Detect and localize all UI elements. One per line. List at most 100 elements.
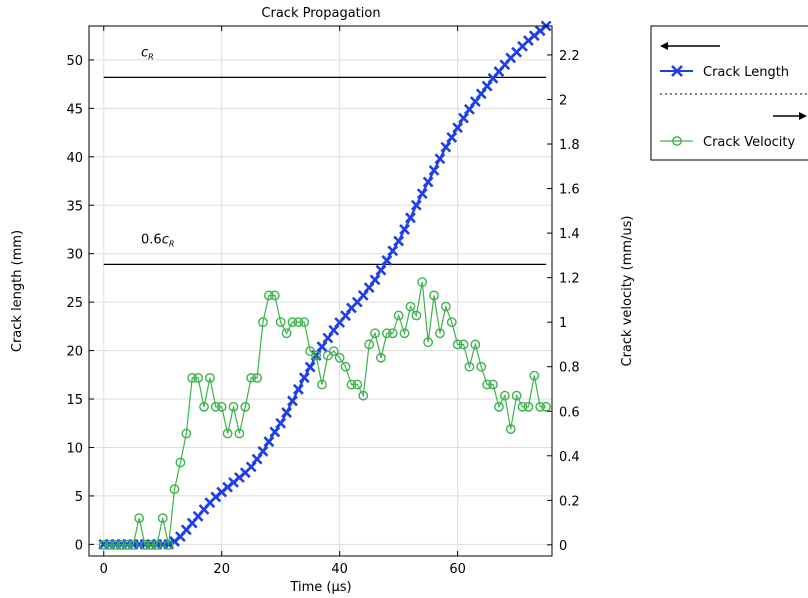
- data-point-circle-marker: [151, 539, 162, 550]
- data-point-circle-marker: [169, 484, 180, 495]
- left-axis-label: Crack length (mm): [10, 230, 25, 352]
- data-point-x-marker: [422, 176, 434, 188]
- legend-box: [650, 25, 808, 161]
- data-point-circle-marker: [240, 401, 251, 412]
- data-point-x-marker: [446, 132, 458, 143]
- crack-velocity-series: [98, 277, 552, 550]
- data-point-x-marker: [434, 153, 446, 165]
- data-point-circle-marker: [488, 379, 498, 390]
- data-point-circle-marker: [358, 390, 369, 401]
- data-point-x-marker: [469, 96, 481, 107]
- left-tick-label: 15: [66, 393, 83, 408]
- data-point-x-marker: [275, 417, 287, 429]
- right-tick-label: 0.2: [559, 494, 580, 509]
- x-axis-ticks: 0 20 40 60: [100, 26, 466, 577]
- legend-length-label: Crack Length: [703, 65, 789, 80]
- data-point-x-marker: [375, 264, 387, 276]
- left-tick-label: 5: [75, 490, 83, 505]
- data-point-circle-marker: [193, 372, 204, 383]
- data-point-circle-marker: [205, 372, 215, 383]
- data-point-circle-marker: [529, 370, 540, 381]
- data-point-circle-marker: [210, 401, 221, 412]
- data-point-circle-marker: [199, 401, 209, 412]
- data-point-x-marker: [458, 112, 469, 124]
- data-point-x-marker: [251, 453, 263, 465]
- x-tick-label: 40: [331, 562, 348, 577]
- data-point-circle-marker: [429, 290, 439, 301]
- data-point-circle-marker: [511, 390, 522, 401]
- legend: Crack Length Crack Velocity: [650, 25, 808, 161]
- data-point-x-marker: [387, 245, 399, 257]
- data-point-circle-marker: [299, 317, 310, 328]
- x-tick-label: 20: [213, 562, 230, 577]
- data-point-x-marker: [287, 395, 298, 407]
- data-point-x-marker: [428, 164, 440, 176]
- data-point-circle-marker: [405, 301, 416, 312]
- right-tick-label: 1.6: [559, 183, 580, 198]
- reference-line-label: cR: [141, 45, 154, 61]
- data-point-circle-marker: [317, 379, 327, 390]
- data-point-x-marker: [269, 426, 281, 438]
- right-tick-label: 0: [559, 539, 567, 554]
- data-point-x-marker: [263, 436, 275, 448]
- left-tick-label: 0: [75, 538, 83, 553]
- data-point-circle-marker: [505, 424, 516, 434]
- legend-velocity-marker: [672, 136, 682, 146]
- data-point-circle-marker: [140, 539, 150, 550]
- left-tick-label: 50: [66, 54, 83, 69]
- data-point-circle-marker: [134, 513, 145, 524]
- data-point-circle-marker: [494, 401, 504, 412]
- data-point-circle-marker: [146, 539, 156, 550]
- left-tick-label: 20: [66, 345, 83, 360]
- data-point-x-marker: [298, 372, 310, 384]
- left-tick-label: 40: [66, 151, 83, 166]
- data-point-circle-marker: [222, 428, 233, 439]
- right-tick-label: 0.4: [559, 450, 580, 465]
- x-tick-label: 60: [449, 562, 466, 577]
- data-point-circle-marker: [287, 317, 298, 328]
- left-tick-label: 45: [66, 102, 83, 117]
- data-point-circle-marker: [263, 290, 274, 301]
- data-point-x-marker: [481, 80, 493, 92]
- grid-lines: [89, 26, 552, 556]
- data-point-circle-marker: [364, 339, 375, 350]
- data-point-circle-marker: [541, 401, 552, 412]
- data-point-circle-marker: [246, 372, 257, 383]
- x-tick-label: 0: [100, 562, 108, 577]
- right-tick-label: 2: [559, 93, 567, 108]
- data-point-circle-marker: [346, 379, 357, 390]
- data-point-x-marker: [304, 361, 316, 373]
- data-point-circle-marker: [181, 428, 192, 439]
- data-point-circle-marker: [458, 339, 469, 350]
- right-tick-label: 1.2: [559, 272, 580, 287]
- left-tick-label: 35: [66, 199, 83, 214]
- data-point-circle-marker: [387, 328, 398, 339]
- data-point-x-marker: [245, 461, 257, 473]
- data-point-circle-marker: [104, 539, 115, 550]
- data-point-x-marker: [405, 212, 416, 224]
- plot-area-frame: [88, 25, 553, 557]
- data-point-circle-marker: [116, 539, 127, 550]
- data-point-circle-marker: [517, 401, 528, 412]
- data-point-circle-marker: [234, 428, 245, 439]
- data-point-circle-marker: [328, 346, 339, 357]
- reference-lines: cR 0.6cR: [103, 45, 547, 265]
- data-point-circle-marker: [352, 379, 363, 390]
- data-point-x-marker: [393, 235, 405, 247]
- data-point-circle-marker: [175, 457, 186, 468]
- data-point-circle-marker: [122, 539, 133, 550]
- left-tick-label: 10: [66, 441, 83, 456]
- data-point-x-marker: [452, 122, 464, 134]
- data-point-circle-marker: [281, 328, 292, 339]
- data-point-circle-marker: [423, 337, 434, 348]
- data-point-circle-marker: [399, 328, 410, 339]
- data-point-circle-marker: [269, 290, 280, 301]
- data-point-circle-marker: [98, 539, 109, 550]
- data-point-circle-marker: [216, 401, 227, 412]
- chart-title: Crack Propagation: [261, 6, 380, 21]
- data-point-x-marker: [328, 324, 340, 336]
- data-point-circle-marker: [482, 379, 493, 390]
- data-point-circle-marker: [110, 539, 121, 550]
- data-point-circle-marker: [464, 361, 475, 372]
